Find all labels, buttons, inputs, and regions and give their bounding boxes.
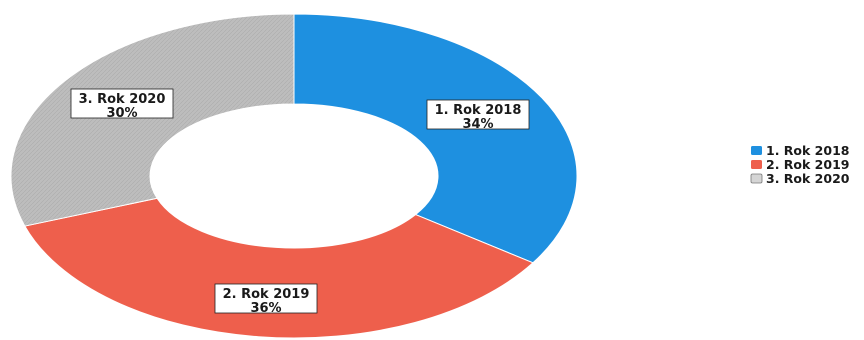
slice-label-value: 36% (250, 301, 281, 316)
slice-label-box (70, 88, 174, 119)
slice-label-name: 1. Rok 2018 (435, 103, 522, 118)
legend-label: 1. Rok 2018 (766, 143, 849, 158)
legend-swatch (751, 146, 762, 155)
slice-label-box (214, 283, 318, 314)
legend-item-2: 2. Rok 2019 (751, 157, 849, 172)
legend-item-1: 1. Rok 2018 (751, 143, 849, 158)
slice-1 (293, 13, 578, 264)
slice-label-name: 3. Rok 2020 (79, 92, 166, 107)
legend-label: 3. Rok 2020 (766, 171, 850, 186)
slice-label-value: 34% (462, 117, 493, 132)
slice-label-box (426, 99, 530, 130)
legend-swatch (751, 160, 762, 169)
legend-item-3: 3. Rok 2020 (750, 171, 850, 186)
legend-label: 2. Rok 2019 (766, 157, 849, 172)
legend-swatch (750, 173, 763, 184)
slice-label-name: 2. Rok 2019 (223, 287, 310, 302)
slices-group (10, 13, 578, 339)
slice-2 (24, 197, 534, 339)
slice-label-value: 30% (106, 106, 137, 121)
slice-3 (10, 13, 295, 227)
